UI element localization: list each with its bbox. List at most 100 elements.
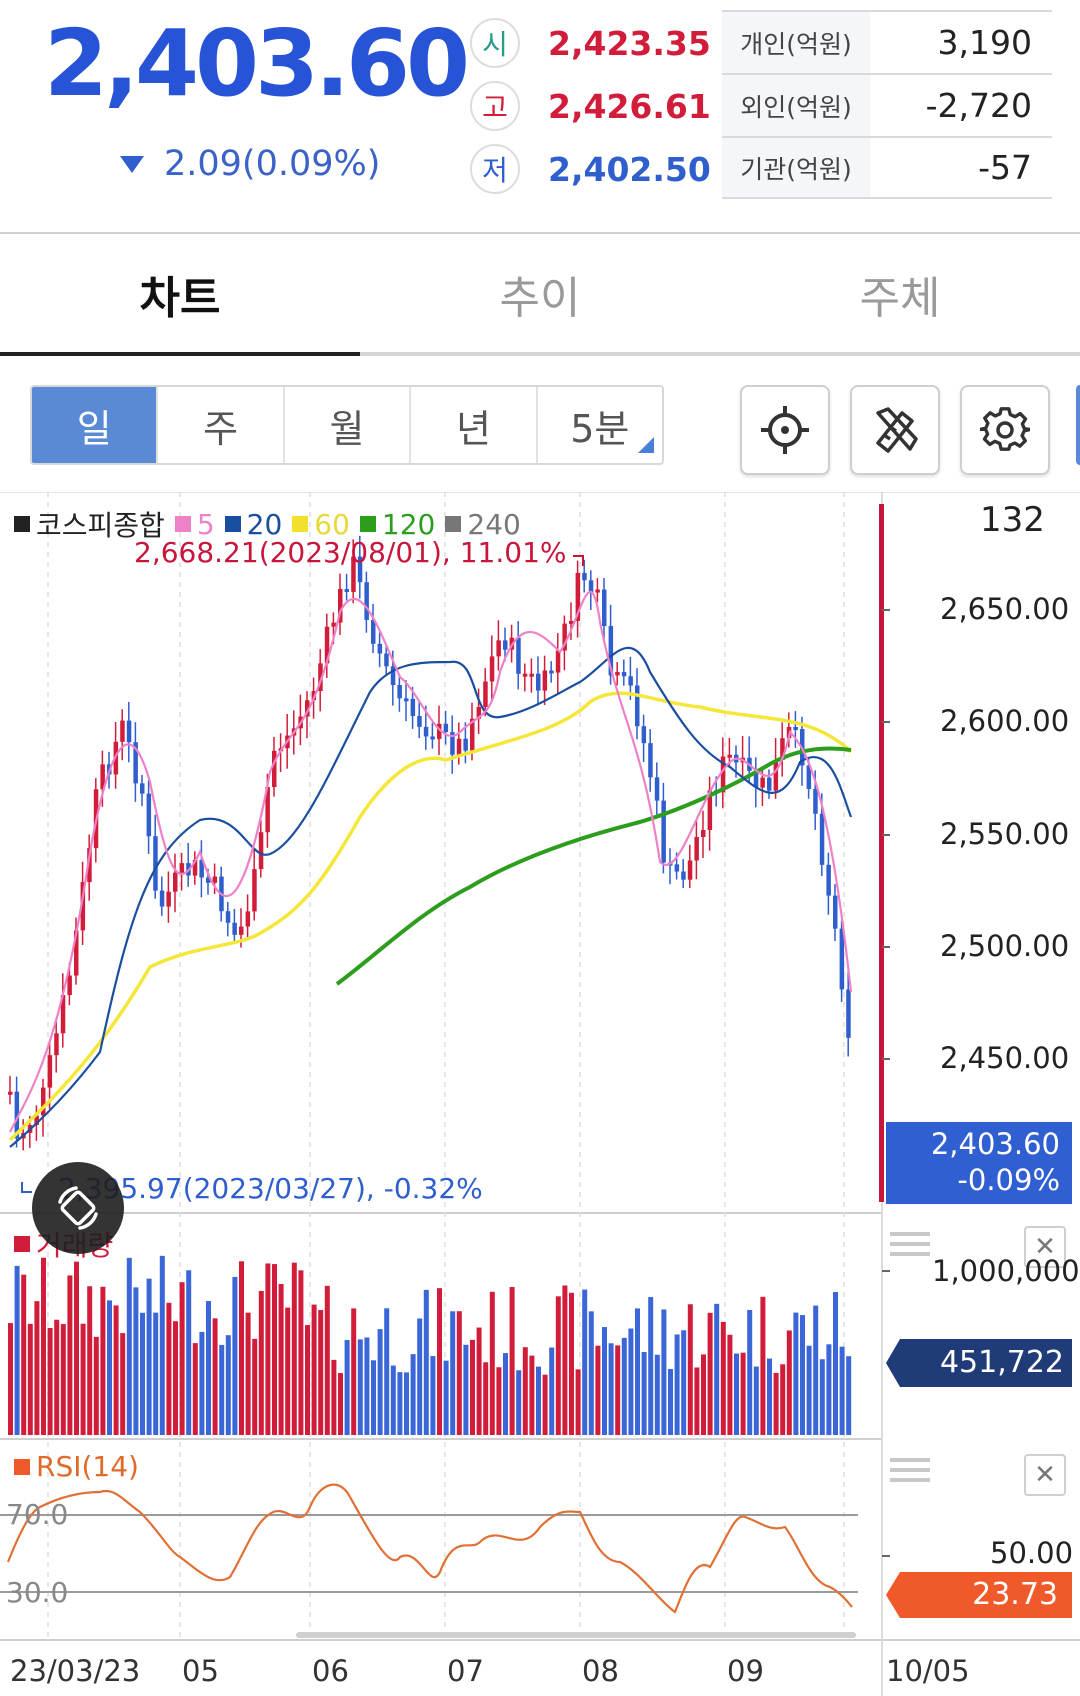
volume-bar (641, 1352, 647, 1435)
volume-bar (291, 1262, 297, 1435)
tab-trend[interactable]: 추이 (499, 273, 581, 324)
candle-body (681, 871, 686, 880)
volume-bar (80, 1323, 86, 1435)
legend-swatch (359, 516, 376, 532)
rotate-screen-button[interactable] (32, 1162, 124, 1254)
chart-area[interactable]: 코스피종합 5 20 60 120 240 132 2,668.21(2023/… (0, 492, 1080, 1696)
x-axis-label: 05 (182, 1654, 219, 1688)
volume-bar (707, 1312, 713, 1435)
period-minute-label: 5분 (570, 406, 630, 451)
rsi-tick: 50.00 (990, 1536, 1074, 1570)
volume-bar (390, 1365, 396, 1435)
legend-swatch (14, 1458, 30, 1475)
volume-bar (443, 1360, 449, 1435)
legend-ma20: 20 (246, 507, 283, 541)
period-weekly[interactable]: 주 (158, 387, 285, 463)
candle-body (41, 1087, 46, 1116)
drawing-tools-button[interactable] (850, 385, 940, 475)
flow-value: -2,720 (925, 86, 1032, 125)
candle-body (74, 930, 79, 976)
volume-bar (278, 1283, 284, 1435)
volume-bar (569, 1292, 574, 1435)
volume-bar (192, 1343, 198, 1435)
volume-bar (483, 1362, 489, 1435)
rsi-pane-close-button[interactable]: ✕ (1024, 1454, 1066, 1496)
crosshair-icon (761, 406, 809, 454)
current-price: 2,403.60 (930, 1127, 1060, 1161)
volume-bar (232, 1276, 238, 1435)
volume-bar (113, 1305, 119, 1435)
period-monthly[interactable]: 월 (284, 387, 412, 463)
chart-settings-button[interactable] (960, 385, 1050, 475)
volume-bar (126, 1257, 132, 1435)
period-daily[interactable]: 일 (32, 387, 159, 463)
volume-bar (714, 1303, 720, 1435)
candle-body (813, 788, 818, 814)
settings-gear-icon (980, 407, 1030, 451)
volume-bar (371, 1360, 376, 1435)
volume-bar (833, 1291, 838, 1435)
x-axis-label: 07 (447, 1654, 484, 1688)
volume-bar (206, 1301, 211, 1435)
tab-chart[interactable]: 차트 (0, 236, 360, 356)
volume-bar (503, 1353, 508, 1435)
volume-bar (456, 1311, 462, 1435)
volume-bar (681, 1330, 687, 1435)
candle-body (258, 832, 264, 870)
crosshair-button[interactable] (740, 385, 830, 475)
candle-body (588, 580, 594, 593)
volume-bar (186, 1270, 192, 1435)
candle-body (252, 869, 257, 912)
volume-bar (100, 1286, 106, 1435)
candle-body (615, 672, 620, 676)
volume-bar (384, 1308, 390, 1435)
volume-bar (621, 1337, 627, 1435)
volume-bar (245, 1312, 251, 1435)
volume-bar (839, 1346, 845, 1435)
candle-body (463, 738, 468, 751)
volume-bar (179, 1282, 185, 1435)
volume-bar (146, 1278, 152, 1435)
volume-bar (654, 1354, 660, 1435)
candle-body (324, 626, 330, 664)
candle-body (126, 720, 132, 743)
candle-body (595, 589, 600, 593)
legend-swatch (445, 516, 462, 532)
volume-bar (701, 1354, 706, 1435)
low-price-row: 저 2,402.50 (470, 144, 711, 194)
volume-bar (298, 1270, 304, 1435)
volume-pane-menu-icon[interactable] (890, 1232, 930, 1262)
period-minute[interactable]: 5분 (537, 387, 662, 463)
volume-bar (509, 1287, 515, 1435)
current-rsi-box: 23.73 (900, 1572, 1072, 1618)
legend-main: 코스피종합 (36, 509, 165, 542)
candle-body (437, 723, 442, 739)
volume-bar (357, 1339, 363, 1435)
candle-body (522, 673, 528, 677)
volume-bar (318, 1310, 324, 1435)
high-badge: 고 (470, 81, 520, 131)
index-change-text: 2.09(0.09%) (164, 144, 381, 184)
rsi-level-30: 30.0 (6, 1576, 69, 1609)
price-chart-canvas[interactable] (0, 492, 1080, 1696)
volume-bar (430, 1356, 436, 1435)
legend-ma240: 240 (467, 507, 521, 541)
candle-body (120, 720, 125, 742)
volume-bar (674, 1334, 680, 1435)
candle-body (179, 863, 185, 873)
candle-body (536, 673, 541, 691)
candle-body (608, 626, 614, 676)
candle-body (166, 891, 171, 907)
tab-investor[interactable]: 주체 (859, 273, 941, 324)
legend-swatch (174, 516, 191, 532)
volume-bar (351, 1308, 357, 1435)
candle-body (602, 589, 607, 627)
volume-bar (265, 1263, 271, 1435)
rsi-pane-menu-icon[interactable] (890, 1458, 930, 1488)
flow-value: -57 (978, 148, 1032, 187)
volume-pane-close-button[interactable]: ✕ (1024, 1226, 1066, 1268)
period-yearly[interactable]: 년 (411, 387, 538, 463)
side-panel-tab[interactable] (1076, 385, 1080, 465)
volume-bar (212, 1318, 218, 1435)
candle-body (727, 754, 732, 758)
